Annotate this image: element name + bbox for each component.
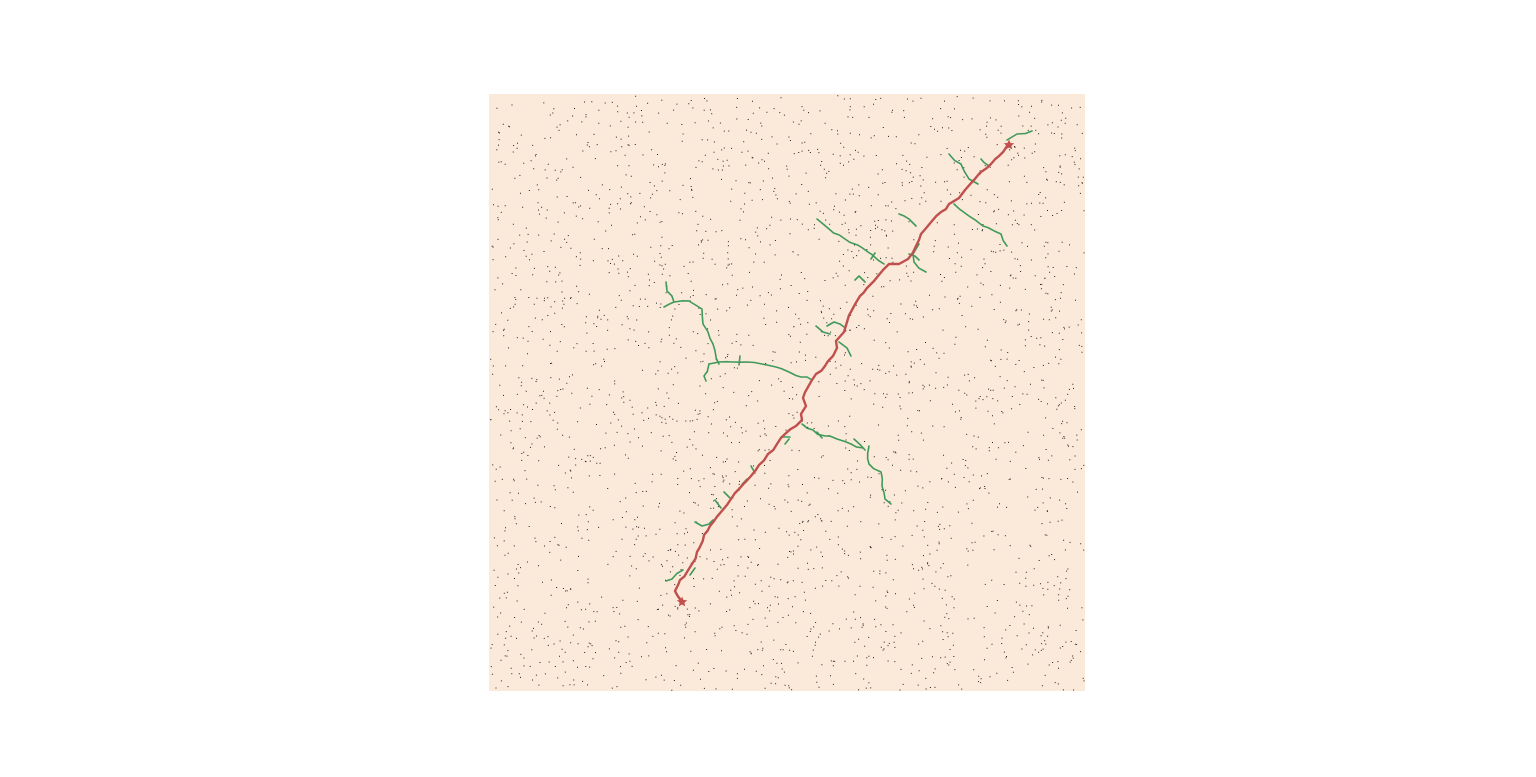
- tree-branch: [784, 438, 790, 445]
- tree-branch: [854, 275, 866, 283]
- tree-branch: [953, 203, 1008, 247]
- tree-branch: [723, 491, 732, 500]
- tree-branch: [663, 301, 675, 308]
- tree-branch: [694, 519, 714, 527]
- tree-branch: [1006, 130, 1033, 141]
- planner-visualization: [489, 94, 1085, 691]
- tree-branch: [816, 218, 885, 265]
- tree-branch: [816, 431, 823, 439]
- tree-branch: [898, 213, 917, 227]
- tree-branch: [838, 341, 852, 357]
- solution-path: [673, 144, 1009, 604]
- tree-branch: [689, 567, 696, 576]
- start-star-icon: [676, 596, 688, 607]
- tree-branch: [665, 569, 684, 582]
- tree-branch: [870, 252, 876, 260]
- tree-branch: [826, 321, 845, 328]
- explored-tree-layer: [663, 130, 1033, 582]
- tree-branch: [703, 363, 710, 382]
- tree-branch: [980, 158, 990, 167]
- tree-branch: [714, 499, 722, 509]
- planner-canvas: [489, 94, 1085, 691]
- tree-branch: [801, 423, 864, 449]
- goal-star-icon: [1003, 139, 1015, 150]
- tree-branch: [708, 360, 813, 381]
- tree-branch: [912, 243, 927, 273]
- tree-branch: [948, 153, 979, 185]
- tree-branch: [665, 281, 720, 365]
- tree-branch: [866, 445, 892, 505]
- tree-branch: [815, 325, 831, 335]
- tree-branch: [738, 355, 741, 366]
- configuration-space-field: [489, 94, 1085, 691]
- tree-branch: [853, 438, 866, 451]
